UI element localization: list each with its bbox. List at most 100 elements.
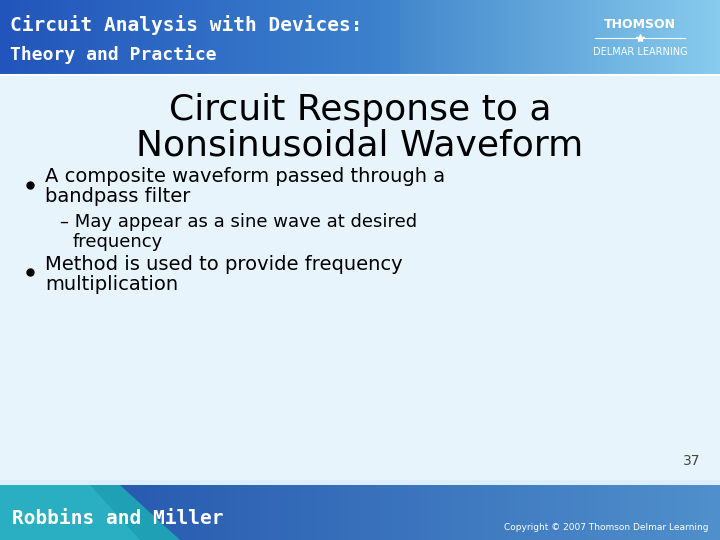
Bar [562, 485, 566, 540]
Bar [234, 0, 238, 75]
Bar [328, 485, 332, 540]
Bar [176, 485, 181, 540]
Bar [461, 0, 465, 75]
Bar [83, 0, 87, 75]
Bar [605, 485, 609, 540]
Text: Nonsinusoidal Waveform: Nonsinusoidal Waveform [136, 128, 584, 162]
Bar [191, 485, 195, 540]
Bar [94, 0, 98, 75]
Bar [220, 485, 224, 540]
Bar [627, 0, 631, 75]
Bar [65, 485, 69, 540]
Bar [567, 0, 571, 75]
Bar [536, 0, 541, 75]
Bar [421, 485, 426, 540]
Bar [544, 0, 548, 75]
Bar [90, 485, 94, 540]
Bar [223, 485, 228, 540]
Bar [516, 0, 519, 75]
Bar [672, 0, 676, 75]
Bar [40, 0, 44, 75]
Bar [335, 485, 339, 540]
Bar [624, 0, 628, 75]
Bar [58, 485, 62, 540]
Bar [666, 485, 670, 540]
Bar [338, 0, 343, 75]
Bar [104, 485, 109, 540]
Bar [709, 0, 714, 75]
Bar [119, 0, 123, 75]
Bar [274, 0, 278, 75]
Bar [421, 0, 426, 75]
Bar [130, 485, 134, 540]
Bar [425, 0, 429, 75]
Bar [428, 0, 433, 75]
Bar [115, 485, 120, 540]
Bar [241, 0, 246, 75]
Bar [151, 0, 156, 75]
Text: Method is used to provide frequency: Method is used to provide frequency [45, 255, 402, 274]
Bar [76, 485, 80, 540]
Bar [616, 485, 620, 540]
Bar [482, 0, 487, 75]
Bar [158, 485, 163, 540]
Bar [583, 0, 588, 75]
Bar [292, 0, 296, 75]
Bar [590, 0, 595, 75]
Bar [486, 485, 490, 540]
Bar [418, 0, 422, 75]
Bar [400, 485, 404, 540]
Bar [505, 0, 510, 75]
Bar [187, 485, 192, 540]
Text: 37: 37 [683, 454, 700, 468]
Bar [648, 0, 652, 75]
Bar [342, 485, 346, 540]
Bar [112, 485, 116, 540]
Bar [353, 485, 357, 540]
Bar [544, 0, 548, 75]
Bar [119, 485, 123, 540]
Bar [565, 0, 570, 75]
Bar [238, 485, 242, 540]
Bar [536, 485, 541, 540]
Bar [461, 485, 465, 540]
Bar [353, 0, 357, 75]
Bar [529, 0, 534, 75]
Bar [477, 0, 481, 75]
Bar [367, 0, 372, 75]
Bar [108, 0, 112, 75]
Bar [310, 0, 314, 75]
Bar [496, 0, 500, 75]
Bar [636, 0, 641, 75]
Bar [706, 0, 710, 75]
Bar [558, 485, 562, 540]
Bar [202, 485, 206, 540]
Bar [414, 485, 418, 540]
Bar [349, 0, 354, 75]
Bar [480, 0, 484, 75]
Bar [4, 485, 8, 540]
Text: multiplication: multiplication [45, 275, 178, 294]
Bar [389, 485, 393, 540]
Bar [68, 485, 73, 540]
Bar [511, 485, 516, 540]
Bar [637, 0, 642, 75]
Bar [407, 0, 411, 75]
Bar [4, 0, 8, 75]
Bar [317, 485, 321, 540]
Bar [698, 485, 703, 540]
Bar [698, 0, 702, 75]
Text: frequency: frequency [73, 233, 163, 251]
Text: Copyright © 2007 Thomson Delmar Learning: Copyright © 2007 Thomson Delmar Learning [503, 523, 708, 532]
Bar [432, 0, 436, 75]
Text: THOMSON: THOMSON [604, 18, 676, 31]
Text: Robbins and Miller: Robbins and Miller [12, 509, 223, 528]
Bar [169, 485, 174, 540]
Bar [407, 485, 411, 540]
Bar [419, 0, 423, 75]
Bar [529, 485, 534, 540]
Bar [310, 485, 314, 540]
Bar [579, 0, 583, 75]
Bar [688, 0, 692, 75]
Bar [652, 485, 656, 540]
